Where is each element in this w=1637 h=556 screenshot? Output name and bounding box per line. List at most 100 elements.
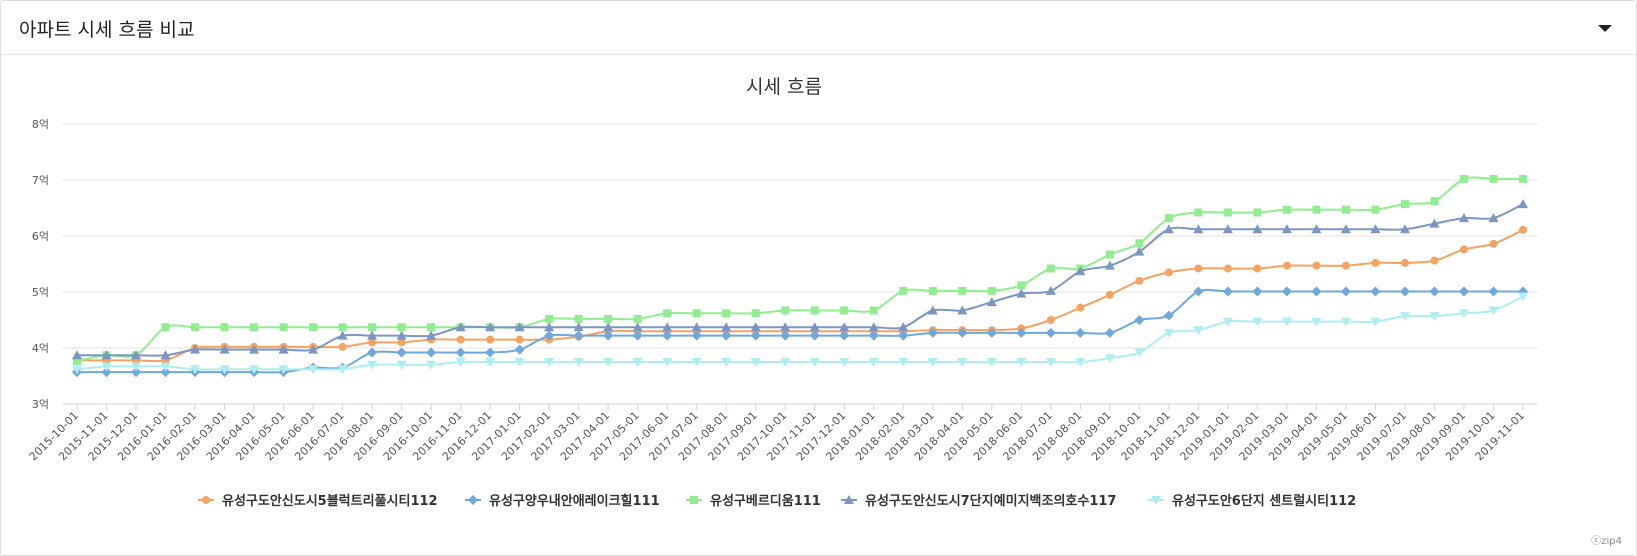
data-point[interactable] [1371, 205, 1380, 214]
data-point[interactable] [573, 358, 584, 367]
data-point[interactable] [1045, 285, 1056, 295]
data-point[interactable] [1222, 224, 1233, 234]
data-point[interactable] [367, 330, 378, 340]
data-point[interactable] [544, 358, 555, 367]
data-point[interactable] [868, 322, 879, 332]
data-point[interactable] [1164, 214, 1173, 223]
data-point[interactable] [1105, 250, 1114, 259]
data-point[interactable] [278, 365, 289, 375]
data-point[interactable] [573, 330, 584, 341]
data-point[interactable] [1104, 327, 1115, 338]
data-point[interactable] [1164, 268, 1173, 277]
data-point[interactable] [220, 323, 229, 332]
data-point[interactable] [1458, 213, 1469, 223]
data-point[interactable] [1341, 205, 1350, 214]
data-point[interactable] [426, 360, 437, 370]
data-point[interactable] [927, 305, 938, 315]
data-point[interactable] [1489, 239, 1498, 248]
legend-marker[interactable] [690, 496, 698, 504]
data-point[interactable] [899, 286, 908, 295]
data-point[interactable] [1518, 199, 1528, 209]
data-point[interactable] [278, 344, 289, 354]
data-point[interactable] [839, 322, 850, 332]
data-point[interactable] [1488, 306, 1499, 316]
data-point[interactable] [1046, 316, 1055, 324]
data-point[interactable] [1045, 327, 1056, 338]
data-point[interactable] [603, 330, 614, 341]
data-point[interactable] [544, 322, 555, 332]
data-point[interactable] [1016, 288, 1027, 298]
data-point[interactable] [160, 350, 171, 360]
data-point[interactable] [1134, 246, 1145, 256]
data-point[interactable] [898, 358, 909, 367]
data-point[interactable] [1370, 224, 1381, 234]
data-point[interactable] [574, 314, 583, 323]
data-point[interactable] [691, 358, 702, 367]
data-point[interactable] [1075, 266, 1086, 276]
data-point[interactable] [1046, 264, 1055, 273]
legend-item-4[interactable]: 유성구도안신도시7단지예미지백조의호수117 [841, 493, 1116, 509]
data-point[interactable] [692, 309, 701, 318]
data-point[interactable] [1459, 245, 1468, 254]
data-point[interactable] [1281, 224, 1292, 234]
data-point[interactable] [1253, 208, 1262, 217]
data-point[interactable] [809, 322, 820, 332]
data-point[interactable] [1253, 264, 1262, 273]
data-point[interactable] [1400, 258, 1409, 267]
data-point[interactable] [219, 344, 230, 354]
data-point[interactable] [455, 347, 466, 358]
data-point[interactable] [632, 330, 643, 341]
data-point[interactable] [780, 330, 791, 341]
data-point[interactable] [810, 306, 819, 315]
data-point[interactable] [1340, 286, 1351, 297]
data-point[interactable] [722, 309, 731, 318]
data-point[interactable] [1193, 224, 1204, 234]
data-point[interactable] [1458, 286, 1469, 297]
data-point[interactable] [396, 360, 407, 370]
data-point[interactable] [1222, 317, 1233, 327]
data-point[interactable] [160, 367, 171, 378]
collapse-toggle-icon[interactable] [1596, 21, 1614, 35]
data-point[interactable] [1222, 286, 1233, 297]
data-point[interactable] [544, 330, 555, 341]
data-point[interactable] [780, 358, 791, 367]
data-point[interactable] [1400, 200, 1409, 209]
data-point[interactable] [839, 358, 850, 367]
data-point[interactable] [338, 342, 347, 351]
data-point[interactable] [101, 362, 112, 372]
data-point[interactable] [101, 350, 112, 360]
data-point[interactable] [840, 306, 849, 315]
data-point[interactable] [101, 367, 112, 378]
data-point[interactable] [1519, 174, 1527, 183]
data-point[interactable] [1104, 354, 1115, 364]
data-point[interactable] [72, 350, 82, 360]
data-point[interactable] [338, 323, 347, 332]
data-point[interactable] [1312, 261, 1321, 270]
data-point[interactable] [1519, 225, 1527, 234]
data-point[interactable] [868, 358, 879, 367]
data-point[interactable] [750, 358, 761, 367]
data-point[interactable] [1163, 328, 1174, 338]
data-point[interactable] [721, 322, 732, 332]
data-point[interactable] [898, 322, 909, 332]
data-point[interactable] [131, 350, 142, 360]
data-point[interactable] [455, 322, 466, 332]
data-point[interactable] [986, 297, 997, 307]
data-point[interactable] [750, 322, 761, 332]
data-point[interactable] [1163, 310, 1174, 321]
data-point[interactable] [957, 358, 968, 367]
data-point[interactable] [367, 347, 378, 358]
data-point[interactable] [1193, 326, 1204, 336]
data-point[interactable] [279, 323, 288, 332]
data-point[interactable] [809, 330, 820, 341]
data-point[interactable] [927, 358, 938, 367]
data-point[interactable] [397, 323, 406, 332]
data-point[interactable] [1223, 264, 1232, 273]
data-point[interactable] [1399, 312, 1410, 322]
data-point[interactable] [1016, 327, 1027, 338]
data-point[interactable] [250, 323, 259, 332]
data-point[interactable] [337, 330, 348, 340]
data-point[interactable] [1430, 197, 1439, 206]
data-point[interactable] [1194, 264, 1203, 273]
data-point[interactable] [1135, 239, 1144, 248]
